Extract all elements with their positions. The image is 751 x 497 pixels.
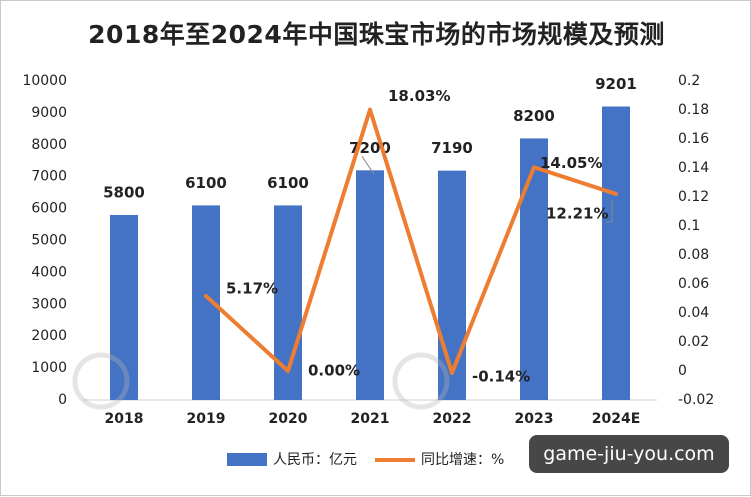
- y-right-tick-label: 0: [678, 363, 687, 379]
- y-left-tick-label: 1000: [31, 360, 67, 376]
- bar: [602, 106, 630, 400]
- y-right-tick-label: 0.06: [678, 276, 709, 292]
- line-data-label: 0.00%: [308, 362, 360, 380]
- watermark-seal-icon: [72, 352, 130, 410]
- line-data-label: 12.21%: [546, 204, 608, 222]
- line-data-label: 14.05%: [540, 154, 602, 172]
- y-left-tick-label: 4000: [31, 264, 67, 280]
- x-tick-label: 2019: [187, 411, 226, 427]
- x-tick-label: 2023: [515, 411, 554, 427]
- growth-line: [204, 107, 618, 376]
- chart-title: 2018年至2024年中国珠宝市场的市场规模及预测: [88, 20, 665, 49]
- y-right-tick-label: 0.12: [678, 189, 709, 205]
- y-right-tick-label: 0.2: [678, 73, 700, 89]
- bar: [438, 170, 466, 400]
- bar-data-label: 9201: [595, 75, 637, 93]
- bar: [110, 214, 138, 400]
- watermark-badge: game-jiu-you.com: [529, 435, 729, 473]
- bar-data-label: 5800: [103, 183, 145, 201]
- bar: [520, 138, 548, 401]
- x-tick-label: 2021: [351, 411, 390, 427]
- y-right-tick-label: -0.02: [678, 392, 714, 408]
- x-tick-label: 2018: [105, 411, 144, 427]
- x-tick-label: 2024E: [592, 411, 641, 427]
- y-left-tick-label: 3000: [31, 296, 67, 312]
- y-right-tick-label: 0.04: [678, 305, 709, 321]
- label-leader-line: [361, 156, 375, 175]
- y-right-tick-label: 0.18: [678, 102, 709, 118]
- y-left-tick-label: 2000: [31, 328, 67, 344]
- y-right-tick-label: 0.1: [678, 218, 700, 234]
- bar: [356, 170, 384, 400]
- y-right-tick-label: 0.08: [678, 247, 709, 263]
- y-left-tick-label: 6000: [31, 201, 67, 217]
- line-data-label: 5.17%: [226, 280, 278, 298]
- y-left-tick-label: 7000: [31, 169, 67, 185]
- y-left-tick-label: 5000: [31, 233, 67, 249]
- x-tick-label: 2022: [433, 411, 472, 427]
- y-right-tick-label: 0.02: [678, 334, 709, 350]
- x-tick-label: 2020: [269, 411, 308, 427]
- bar-data-label: 8200: [513, 107, 555, 125]
- line-data-label: -0.14%: [472, 368, 530, 386]
- legend-bar-swatch: [227, 453, 267, 466]
- bar-data-label: 6100: [267, 174, 309, 192]
- watermark-seal-icon: [392, 352, 450, 410]
- y-right-tick-label: 0.16: [678, 131, 709, 147]
- legend-line-label: 同比增速：%: [421, 452, 504, 468]
- y-left-tick-label: 8000: [31, 137, 67, 153]
- y-left-tick-label: 9000: [31, 105, 67, 121]
- y-right-tick-label: 0.14: [678, 160, 709, 176]
- y-left-tick-label: 10000: [22, 73, 67, 89]
- bar-data-label: 6100: [185, 174, 227, 192]
- label-leader-line: [606, 199, 613, 223]
- bar-data-label: 7190: [431, 139, 473, 157]
- y-left-tick-label: 0: [58, 392, 67, 408]
- line-data-label: 18.03%: [388, 87, 450, 105]
- legend-bar-label: 人民币：亿元: [273, 452, 357, 468]
